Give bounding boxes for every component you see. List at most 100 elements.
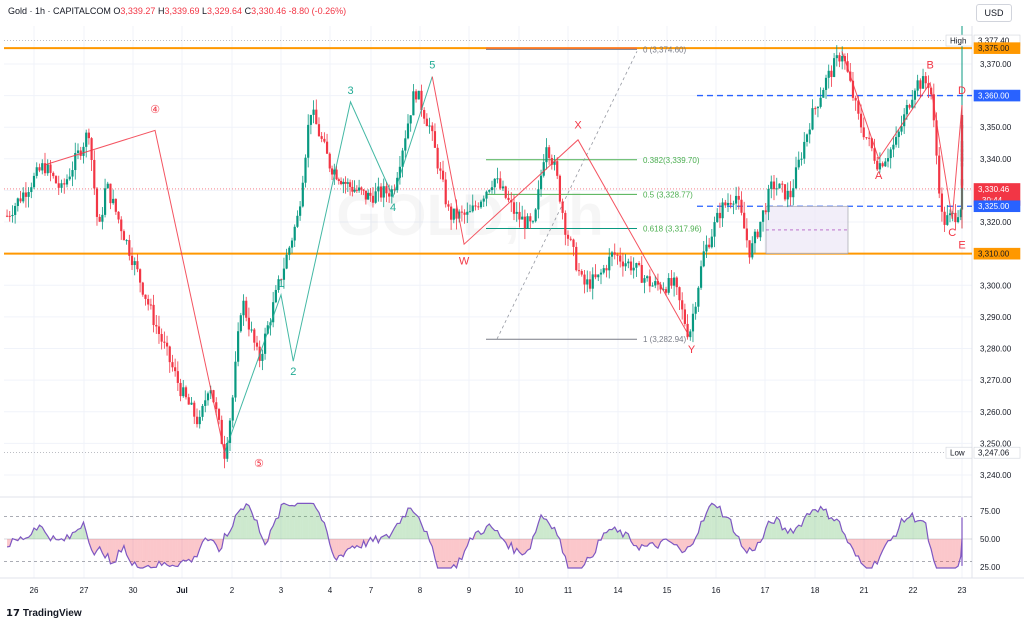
- candle-body: [886, 158, 890, 162]
- candle-body: [282, 268, 286, 280]
- time-tick-label: 14: [614, 586, 623, 595]
- candle-body: [943, 211, 946, 225]
- candle-body: [65, 179, 69, 185]
- price-tick-label: 3,340.00: [980, 155, 1012, 164]
- osc-fill: [281, 503, 284, 539]
- ohlc-low-label: L: [202, 6, 208, 16]
- high-low-tag-box: [945, 34, 973, 47]
- price-tick-label: 3,320.00: [980, 218, 1012, 227]
- price-tick-label: 3,240.00: [980, 471, 1012, 480]
- time-tick-label: 21: [860, 586, 869, 595]
- osc-fill: [421, 524, 425, 539]
- osc-fill: [912, 513, 915, 539]
- osc-fill: [676, 539, 680, 549]
- candle-body: [144, 294, 147, 299]
- osc-fill: [817, 506, 821, 539]
- candle-body: [19, 198, 22, 202]
- price-tag-value: 3,330.46: [978, 185, 1010, 194]
- candle-body: [285, 254, 288, 269]
- candle-body: [182, 387, 185, 397]
- wave-label: 2: [290, 366, 296, 378]
- candle-body: [772, 181, 776, 190]
- candle-body: [921, 76, 925, 89]
- candle-body: [163, 341, 166, 343]
- fib-label: 0.5 (3,328.77): [643, 190, 693, 199]
- price-tag-value: 3,310.00: [978, 250, 1010, 259]
- osc-fill: [391, 527, 395, 539]
- currency-button[interactable]: USD: [976, 4, 1012, 22]
- candle-body: [924, 76, 927, 84]
- osc-fill: [855, 539, 859, 556]
- candle-body: [814, 108, 817, 110]
- osc-fill: [639, 539, 642, 551]
- candle-body: [460, 211, 463, 213]
- candle-body: [710, 236, 713, 248]
- candle-body: [141, 282, 144, 295]
- osc-fill: [796, 525, 799, 539]
- time-tick-label: 3: [279, 586, 284, 595]
- osc-fill: [576, 539, 579, 568]
- time-tick-label: 17: [761, 586, 770, 595]
- osc-fill: [246, 503, 249, 539]
- time-tick-label: 9: [467, 586, 472, 595]
- candle-body: [174, 367, 177, 372]
- candle-body: [122, 231, 126, 241]
- osc-fill: [771, 522, 774, 539]
- candle-body: [217, 409, 221, 420]
- wave-label: ⑤: [254, 458, 264, 470]
- candle-body: [14, 206, 17, 215]
- osc-fill: [790, 528, 794, 539]
- candle-body: [147, 298, 150, 305]
- osc-fill: [801, 518, 805, 539]
- candle-body: [792, 188, 795, 198]
- osc-fill: [464, 539, 468, 551]
- osc-fill: [275, 517, 279, 539]
- osc-fill: [617, 530, 621, 539]
- osc-fill: [776, 517, 780, 539]
- candle-body: [190, 402, 193, 405]
- osc-fill: [923, 520, 926, 539]
- candle-body: [379, 186, 383, 198]
- osc-fill: [941, 539, 945, 568]
- osc-fill: [633, 539, 637, 546]
- candle-body: [93, 159, 96, 189]
- candle-body: [215, 402, 218, 410]
- wave-label: ④: [150, 104, 160, 116]
- candle-body: [360, 187, 363, 190]
- osc-fill: [180, 539, 184, 563]
- candle-body: [328, 153, 331, 169]
- wave-line-wxy: [431, 76, 690, 337]
- time-tick-label: 2: [230, 586, 235, 595]
- candle-body: [479, 201, 483, 208]
- osc-fill: [80, 522, 84, 539]
- high-low-tag-box: [945, 446, 973, 459]
- symbol-title[interactable]: Gold · 1h · CAPITALCOM: [8, 6, 111, 16]
- candle-body: [155, 325, 158, 327]
- osc-fill: [866, 539, 870, 568]
- ohlc-high-value: 3,339.69: [164, 6, 200, 16]
- osc-fill: [424, 531, 427, 539]
- candle-body: [673, 277, 676, 286]
- candle-body: [624, 263, 627, 267]
- candle-body: [537, 189, 540, 210]
- candle-body: [239, 315, 242, 332]
- osc-fill: [356, 539, 360, 548]
- candle-body: [353, 189, 356, 192]
- osc-fill: [592, 539, 596, 557]
- candle-body: [724, 202, 727, 206]
- candle-body: [52, 172, 55, 177]
- osc-fill: [453, 539, 457, 568]
- candle-body: [691, 313, 695, 332]
- candle-body: [337, 179, 340, 181]
- osc-fill: [684, 539, 688, 552]
- candle-body: [716, 212, 719, 223]
- candle-body: [106, 183, 109, 189]
- candle-body: [553, 161, 556, 165]
- candle-body: [539, 175, 543, 190]
- candle-body: [908, 105, 911, 108]
- osc-fill: [308, 503, 311, 539]
- candle-body: [865, 137, 868, 139]
- price-tag-value: 3,247.06: [978, 449, 1010, 458]
- candle-body: [320, 136, 323, 139]
